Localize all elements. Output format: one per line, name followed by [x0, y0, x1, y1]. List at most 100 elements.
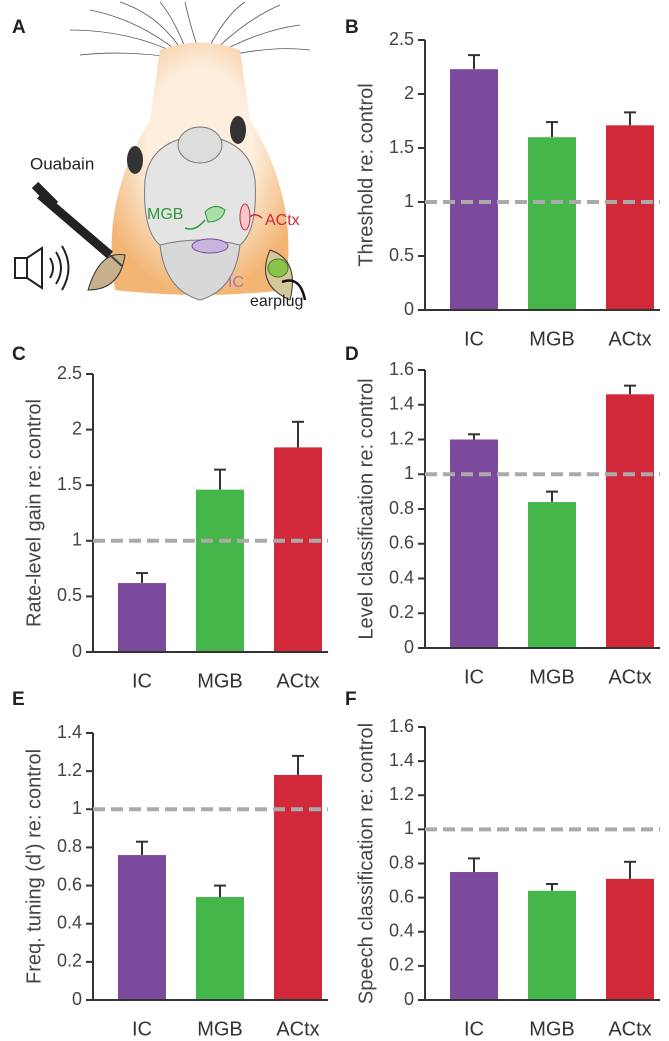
bar: [528, 137, 576, 310]
label: earplug: [250, 293, 303, 310]
y-tick-label: 1.6: [389, 716, 414, 736]
x-tick-label: ACtx: [276, 670, 319, 692]
olfactory-bulb: [177, 126, 223, 164]
y-tick-label: 1.5: [57, 474, 82, 494]
y-tick-label: 1.4: [389, 394, 414, 414]
bar: [450, 872, 498, 1000]
bar: [118, 855, 166, 1000]
y-tick-label: 0.8: [389, 852, 414, 872]
y-tick-label: 2: [404, 83, 414, 103]
bar: [606, 394, 654, 648]
y-tick-label: 0.5: [389, 245, 414, 265]
bar: [274, 774, 322, 1000]
panel-letter: E: [12, 689, 25, 710]
y-tick-label: 1.5: [389, 137, 414, 157]
arrow: [249, 214, 263, 219]
x-tick-label: ACtx: [608, 666, 651, 688]
y-tick-label: 0.6: [389, 886, 414, 906]
y-tick-label: 0: [72, 989, 82, 1009]
y-tick-label: 0.4: [389, 567, 414, 587]
x-tick-label: IC: [464, 328, 484, 350]
panel-letter: A: [12, 17, 26, 38]
bar: [606, 878, 654, 1000]
brain: [144, 134, 256, 246]
y-axis-label: Freq. tuning (d') re: control: [23, 749, 45, 984]
panel-letter: F: [345, 689, 357, 710]
label: IC: [228, 274, 244, 291]
y-tick-label: 0.8: [57, 836, 82, 856]
y-tick-label: 0.6: [57, 874, 82, 894]
bar: [606, 125, 654, 310]
y-tick-label: 1.6: [389, 359, 414, 379]
x-tick-label: MGB: [197, 670, 243, 692]
bar: [196, 489, 244, 652]
mgb-region: [204, 206, 226, 223]
x-tick-label: ACtx: [276, 1018, 319, 1040]
y-tick-label: 0.5: [57, 585, 82, 605]
speaker: [14, 257, 28, 279]
y-tick-label: 1: [404, 463, 414, 483]
x-tick-label: IC: [132, 1018, 152, 1040]
earplug-shape: [267, 258, 289, 278]
actx-region: [239, 203, 251, 231]
y-tick-label: 1.2: [389, 784, 414, 804]
y-tick-label: 1.4: [57, 722, 82, 742]
y-tick-label: 2.5: [57, 363, 82, 383]
panel-letter: D: [345, 344, 359, 365]
y-tick-label: 0: [404, 989, 414, 1009]
eye: [127, 146, 143, 174]
y-tick-label: 1: [72, 530, 82, 550]
x-tick-label: MGB: [529, 328, 575, 350]
panel-letter: B: [345, 17, 359, 38]
bar: [196, 897, 244, 1000]
eye: [230, 116, 246, 144]
ic-region: [191, 238, 229, 254]
y-tick-label: 1.2: [389, 428, 414, 448]
ear: [87, 253, 126, 291]
panel-letter: C: [12, 344, 26, 365]
y-tick-label: 2.5: [389, 29, 414, 49]
y-tick-label: 0.6: [389, 533, 414, 553]
y-tick-label: 0: [72, 641, 82, 661]
bar: [450, 69, 498, 310]
label: Ouabain: [30, 154, 94, 173]
x-tick-label: ACtx: [608, 1018, 651, 1040]
x-tick-label: IC: [464, 1018, 484, 1040]
y-axis-label: Rate-level gain re: control: [23, 399, 45, 627]
illustration: A Ouabain MGB ACtx IC earplug: [12, 1, 311, 310]
bar: [528, 890, 576, 1000]
x-tick-label: MGB: [197, 1018, 243, 1040]
bar: [528, 502, 576, 648]
x-tick-label: ACtx: [608, 328, 651, 350]
y-tick-label: 0.2: [389, 955, 414, 975]
y-tick-label: 0: [404, 299, 414, 319]
x-tick-label: MGB: [529, 1018, 575, 1040]
arrow: [281, 279, 307, 301]
bar: [274, 447, 322, 652]
y-tick-label: 1: [404, 818, 414, 838]
y-tick-label: 2: [72, 418, 82, 438]
x-tick-label: MGB: [529, 666, 575, 688]
bar: [118, 583, 166, 652]
y-axis-label: Speech classification re: control: [355, 723, 377, 1004]
arrow: [184, 219, 206, 230]
y-tick-label: 0.8: [389, 498, 414, 518]
label: MGB: [147, 206, 183, 223]
label: ACtx: [265, 212, 300, 229]
syringe: [31, 181, 113, 259]
y-tick-label: 1: [72, 798, 82, 818]
x-tick-label: IC: [132, 670, 152, 692]
y-tick-label: 0.2: [57, 951, 82, 971]
x-tick-label: IC: [464, 666, 484, 688]
y-tick-label: 0.2: [389, 602, 414, 622]
y-axis-label: Threshold re: control: [355, 83, 377, 266]
speaker-waves: [26, 245, 70, 291]
cerebellum: [159, 239, 241, 301]
y-tick-label: 0.4: [57, 912, 82, 932]
bar: [450, 439, 498, 648]
y-tick-label: 1: [404, 191, 414, 211]
y-tick-label: 1.2: [57, 760, 82, 780]
y-tick-label: 0.4: [389, 921, 414, 941]
y-tick-label: 1.4: [389, 750, 414, 770]
